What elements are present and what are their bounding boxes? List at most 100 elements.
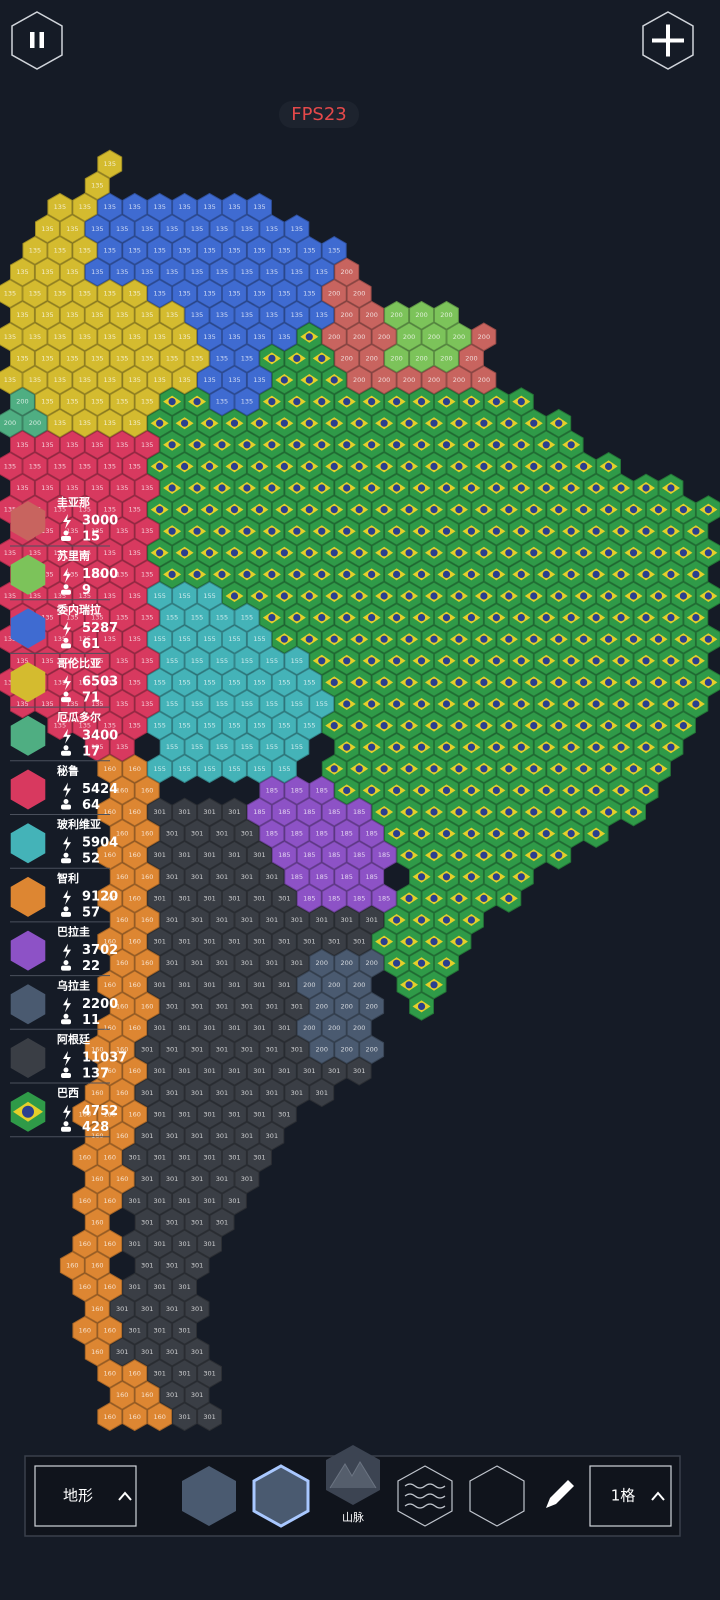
legend-swatch <box>10 608 46 649</box>
hex-tile <box>321 927 347 956</box>
hex-tile <box>109 1035 135 1064</box>
tile-selected[interactable] <box>252 1464 310 1528</box>
hex-tile <box>284 948 310 978</box>
hex-tile <box>321 322 347 352</box>
hex-tile <box>184 646 210 676</box>
hex-label: 135 <box>153 376 165 384</box>
flag-globe <box>505 419 513 427</box>
hex-label: 301 <box>191 916 203 924</box>
tile-plain[interactable] <box>182 1466 236 1526</box>
hex-tile <box>222 884 247 913</box>
hex-tile <box>147 1272 173 1302</box>
pencil-button[interactable] <box>546 1480 574 1508</box>
hex-label: 185 <box>278 851 290 859</box>
hex-tile <box>434 344 459 373</box>
hex-label: 301 <box>216 873 228 881</box>
flag-globe <box>380 808 388 816</box>
hex-tile <box>172 1143 197 1172</box>
hex-label: 155 <box>191 700 203 708</box>
hex-label: 135 <box>104 722 116 730</box>
flag-globe <box>629 808 638 816</box>
flag-globe <box>330 678 338 687</box>
flag-globe <box>392 441 401 449</box>
hex-tile <box>184 1294 210 1324</box>
population-icon-body <box>61 804 71 810</box>
hex-tile <box>184 300 210 330</box>
flag-globe <box>417 916 426 924</box>
tile-mountain[interactable] <box>326 1445 380 1505</box>
flag-globe <box>455 592 463 600</box>
flag-globe <box>492 657 500 665</box>
hex-tile <box>122 927 148 956</box>
flag-globe <box>492 786 500 795</box>
hex-tile <box>147 711 173 740</box>
hex-tile <box>259 214 285 244</box>
hex-label: 155 <box>203 678 215 686</box>
hex-tile <box>122 711 148 740</box>
legend: 圭亚那300015苏里南18009委内瑞拉528761哥伦比亚650371厄瓜多… <box>10 495 127 1138</box>
hex-tile <box>134 1164 160 1194</box>
hex-label: 135 <box>66 441 78 449</box>
flag-globe <box>567 441 575 449</box>
legend-swatch <box>10 876 46 917</box>
hex-tile <box>234 387 260 416</box>
hex-tile <box>172 1402 197 1432</box>
flag-globe <box>330 722 338 730</box>
hex-tile <box>84 560 110 589</box>
flag-globe <box>205 419 214 427</box>
flag-globe <box>555 506 563 514</box>
hex-label: 301 <box>328 938 340 946</box>
brush-size-dropdown[interactable]: 1格 <box>589 1465 672 1527</box>
pause-button[interactable] <box>11 11 63 70</box>
hex-tile <box>271 754 297 784</box>
flag-globe <box>442 398 451 406</box>
hex-tile <box>97 1272 123 1302</box>
hex-label: 301 <box>178 1067 190 1075</box>
hex-tile <box>247 1013 272 1043</box>
flag-globe <box>180 419 189 427</box>
hex-tile <box>84 430 110 460</box>
flag-globe <box>542 441 550 449</box>
flag-globe <box>692 614 700 622</box>
hex-label: 135 <box>141 700 153 708</box>
power-value: 5904 <box>82 836 118 851</box>
mode-dropdown[interactable]: 地形 <box>34 1465 137 1527</box>
hex-label: 135 <box>4 506 16 514</box>
hex-tile <box>72 408 98 438</box>
hex-label: 200 <box>428 376 440 384</box>
tile-water[interactable] <box>397 1465 453 1527</box>
hex-tile <box>172 970 197 1000</box>
hex-label: 160 <box>104 981 116 989</box>
add-button[interactable] <box>642 11 694 70</box>
hex-label: 135 <box>141 614 153 622</box>
hex-tile <box>134 430 160 460</box>
hex-label: 160 <box>91 1175 103 1183</box>
flag-globe <box>417 959 426 967</box>
tile-empty[interactable] <box>469 1465 525 1527</box>
hex-label: 135 <box>166 268 178 276</box>
hex-label: 135 <box>216 268 228 276</box>
flag-globe <box>517 830 525 838</box>
flag-globe <box>530 506 538 514</box>
hex-label: 155 <box>303 678 315 686</box>
hex-tile <box>59 473 85 503</box>
flag-globe <box>492 873 500 881</box>
flag-globe <box>318 484 326 492</box>
hex-label: 200 <box>316 959 328 967</box>
flag-globe <box>330 419 338 427</box>
hex-label: 135 <box>104 333 116 341</box>
flag-globe <box>467 743 476 751</box>
hex-label: 135 <box>191 225 203 233</box>
flag-globe <box>692 700 700 708</box>
flag-globe <box>417 786 426 795</box>
hex-label: 301 <box>278 938 290 946</box>
hex-tile <box>197 192 222 222</box>
hex-label: 301 <box>191 1305 203 1313</box>
hex-label: 301 <box>191 959 203 967</box>
flag-globe <box>692 527 700 535</box>
hex-tile <box>147 192 173 222</box>
hex-tile <box>109 344 135 373</box>
legend-swatch <box>10 930 46 971</box>
flag-globe <box>679 592 688 600</box>
hex-label: 135 <box>116 398 128 406</box>
